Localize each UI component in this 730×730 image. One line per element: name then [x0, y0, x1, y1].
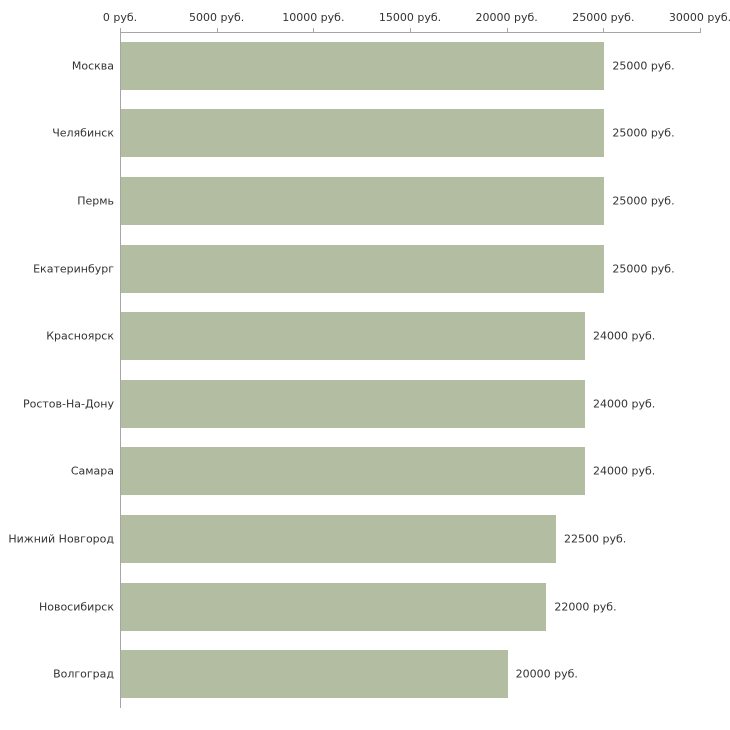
- value-label: 24000 руб.: [593, 329, 656, 343]
- category-label: Челябинск: [52, 126, 114, 140]
- value-label: 25000 руб.: [612, 126, 675, 140]
- bar: [121, 650, 508, 699]
- category-label: Самара: [70, 464, 114, 478]
- x-axis-tick-label: 0 руб.: [102, 11, 138, 24]
- bar: [121, 177, 605, 225]
- y-axis-line: [120, 32, 121, 708]
- x-axis-tick-label: 20000 руб.: [475, 11, 538, 24]
- category-label: Красноярск: [46, 329, 114, 343]
- x-axis-tick-mark: [216, 28, 218, 32]
- bar: [121, 109, 605, 158]
- category-label: Пермь: [77, 194, 114, 208]
- x-axis-tick-mark: [603, 28, 605, 32]
- x-axis-tick-label: 10000 руб.: [282, 11, 345, 24]
- x-axis-tick-label: 15000 руб.: [378, 11, 442, 24]
- bar: [121, 312, 585, 361]
- category-label: Волгоград: [53, 667, 114, 681]
- x-axis-tick-mark: [313, 28, 315, 32]
- x-axis-tick-mark: [410, 28, 411, 32]
- bar: [121, 447, 585, 496]
- category-label: Москва: [71, 59, 114, 73]
- category-label: Екатеринбург: [33, 262, 114, 276]
- bar: [121, 515, 556, 563]
- value-label: 22000 руб.: [554, 600, 617, 614]
- x-axis-tick-label: 5000 руб.: [189, 11, 245, 24]
- x-axis-tick-label: 25000 руб.: [572, 11, 635, 24]
- category-label: Нижний Новгород: [8, 532, 114, 546]
- value-label: 25000 руб.: [612, 59, 675, 73]
- x-axis-line: [120, 32, 701, 33]
- x-axis-tick-label: 30000 руб.: [668, 11, 730, 24]
- bar: [121, 379, 585, 428]
- category-label: Ростов-На-Дону: [22, 397, 114, 411]
- bar: [121, 582, 547, 631]
- value-label: 24000 руб.: [593, 397, 656, 411]
- value-label: 22500 руб.: [564, 532, 627, 546]
- bar: [121, 244, 605, 293]
- bar: [121, 41, 605, 90]
- value-label: 20000 руб.: [515, 667, 578, 681]
- x-axis-tick-mark: [506, 28, 508, 32]
- value-label: 25000 руб.: [612, 194, 675, 208]
- x-axis-tick-mark: [120, 28, 121, 32]
- category-label: Новосибирск: [38, 600, 114, 614]
- x-axis-tick-mark: [700, 28, 701, 32]
- value-label: 24000 руб.: [593, 464, 656, 478]
- value-label: 25000 руб.: [612, 262, 675, 276]
